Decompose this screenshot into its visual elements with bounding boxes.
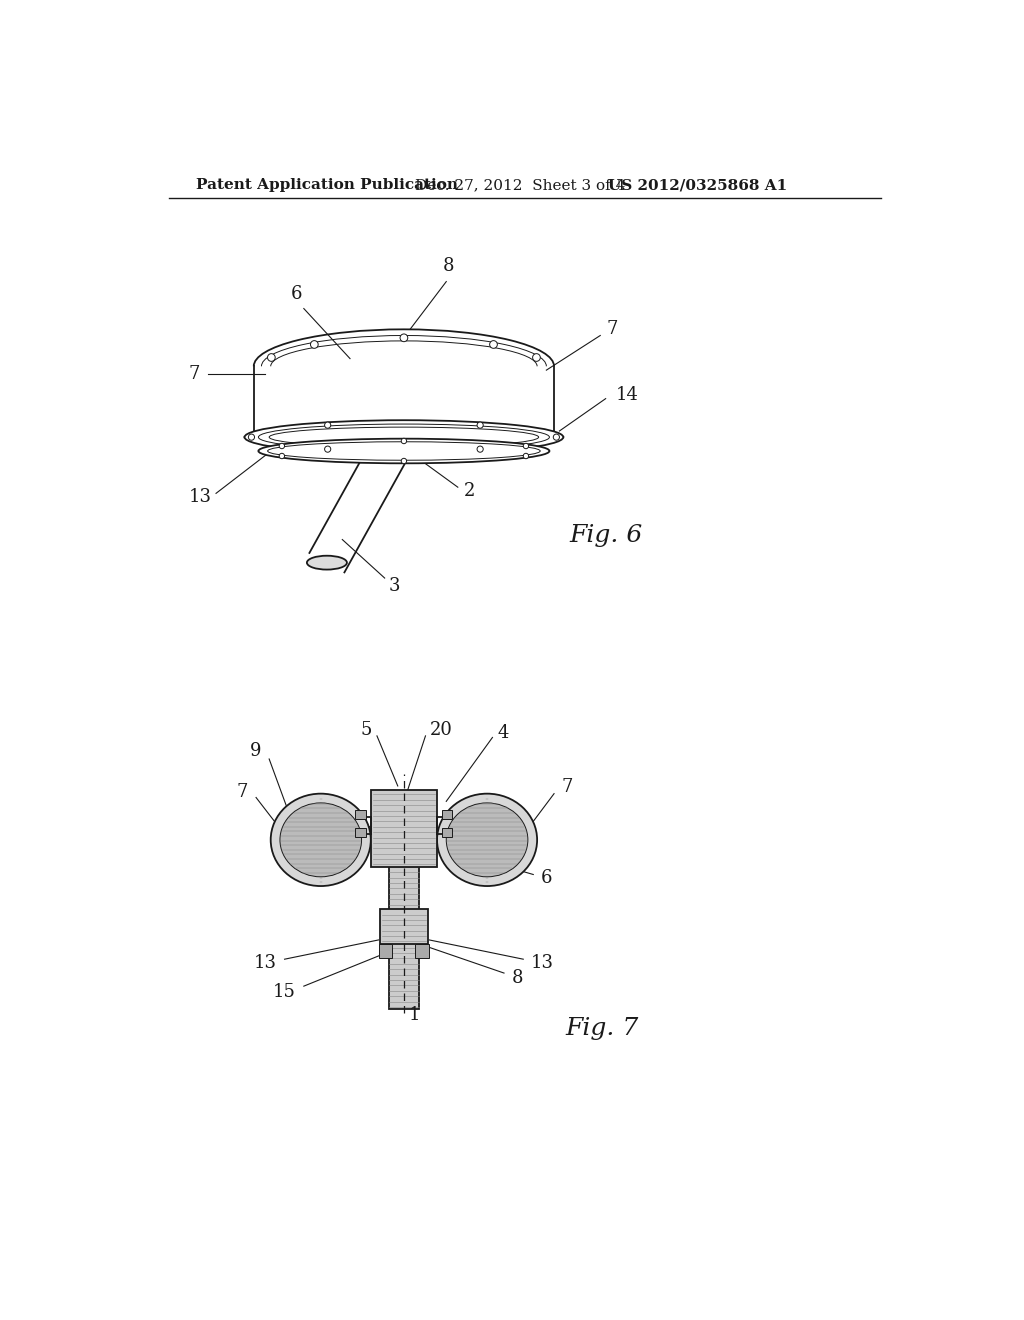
Circle shape (523, 453, 528, 459)
Circle shape (401, 438, 407, 444)
Ellipse shape (258, 438, 550, 463)
Ellipse shape (245, 420, 563, 454)
Text: 3: 3 (389, 577, 400, 595)
Bar (379, 944, 392, 958)
Circle shape (280, 453, 285, 459)
Ellipse shape (446, 803, 528, 876)
Bar (355, 828, 367, 837)
Circle shape (267, 354, 275, 362)
Circle shape (401, 458, 407, 463)
Text: 9: 9 (250, 742, 261, 760)
Text: Fig. 6: Fig. 6 (569, 524, 643, 548)
Bar (371, 789, 436, 867)
Text: 18: 18 (296, 818, 318, 836)
Ellipse shape (267, 442, 541, 461)
Text: 6: 6 (291, 285, 302, 304)
Text: 13: 13 (531, 954, 554, 972)
Bar (388, 855, 419, 1010)
Ellipse shape (270, 793, 371, 886)
Text: 7: 7 (237, 783, 249, 801)
Text: 20: 20 (430, 721, 453, 739)
Circle shape (310, 341, 318, 348)
Circle shape (477, 446, 483, 453)
Text: 2: 2 (464, 482, 475, 500)
Ellipse shape (437, 793, 538, 886)
Circle shape (532, 354, 541, 362)
Circle shape (489, 341, 498, 348)
Text: US 2012/0325868 A1: US 2012/0325868 A1 (608, 178, 787, 193)
Bar (380, 909, 428, 944)
Ellipse shape (258, 424, 550, 450)
Text: 13: 13 (254, 954, 276, 972)
Circle shape (477, 422, 483, 428)
Text: Patent Application Publication: Patent Application Publication (196, 178, 458, 193)
Text: 5: 5 (360, 721, 372, 739)
Text: 7: 7 (606, 321, 617, 338)
Ellipse shape (280, 803, 361, 876)
Bar (441, 810, 453, 818)
Bar (355, 810, 367, 818)
Text: 15: 15 (273, 982, 296, 1001)
Text: 7: 7 (188, 366, 200, 383)
Bar (416, 944, 429, 958)
Text: Fig. 7: Fig. 7 (565, 1016, 639, 1040)
Circle shape (553, 434, 559, 441)
Text: 4: 4 (498, 723, 509, 742)
Bar (441, 828, 453, 837)
Text: 14: 14 (615, 385, 639, 404)
Text: 6: 6 (541, 870, 553, 887)
Text: 8: 8 (442, 257, 455, 276)
Ellipse shape (269, 428, 539, 447)
Circle shape (325, 446, 331, 453)
Text: Dec. 27, 2012  Sheet 3 of 4: Dec. 27, 2012 Sheet 3 of 4 (416, 178, 626, 193)
Circle shape (523, 444, 528, 449)
Text: 7: 7 (562, 779, 573, 796)
Text: 13: 13 (189, 488, 212, 506)
Circle shape (280, 444, 285, 449)
Text: 1: 1 (409, 1006, 420, 1024)
Circle shape (325, 422, 331, 428)
Circle shape (249, 434, 255, 441)
Circle shape (400, 334, 408, 342)
Ellipse shape (307, 556, 347, 570)
Text: 8: 8 (512, 969, 523, 986)
